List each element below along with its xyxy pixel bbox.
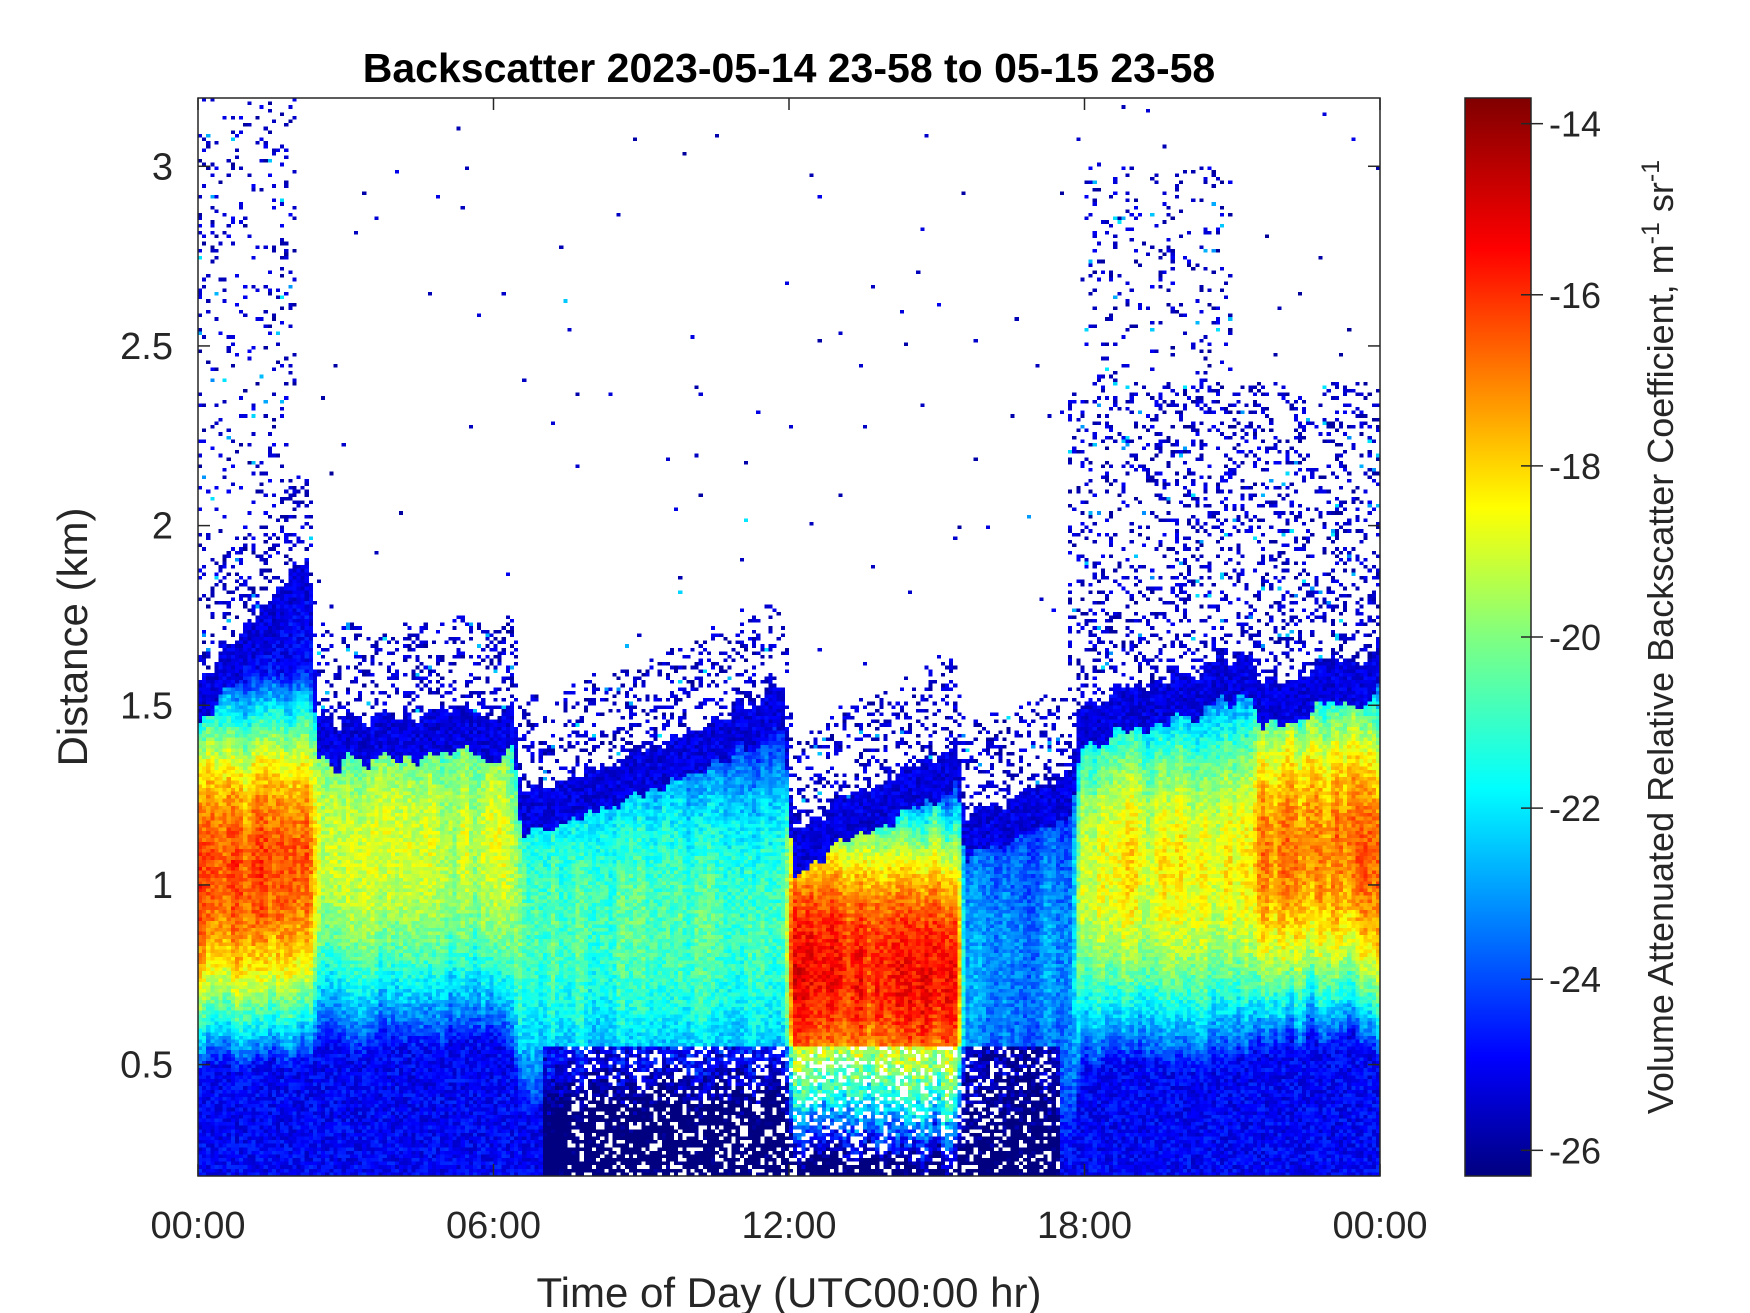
- x-tick-label: 00:00: [150, 1205, 245, 1247]
- colorbar-label-sup1: -1: [1637, 222, 1665, 244]
- x-tick-label: 12:00: [741, 1205, 836, 1247]
- y-tick-label: 0.5: [120, 1045, 173, 1087]
- x-tick-label: 18:00: [1037, 1205, 1132, 1247]
- y-axis-label: Distance (km): [49, 507, 96, 766]
- colorbar-tick-label: -16: [1549, 275, 1601, 316]
- colorbar-tick-label: -26: [1549, 1130, 1601, 1171]
- chart-title: Backscatter 2023-05-14 23-58 to 05-15 23…: [363, 45, 1215, 91]
- x-tick-label: 06:00: [446, 1205, 541, 1247]
- colorbar: [1464, 97, 1532, 1177]
- y-axis: 0.5 1 1.5 2 2.5 3: [120, 146, 1380, 1087]
- colorbar-label: Volume Attenuated Relative Backscatter C…: [1637, 160, 1681, 1114]
- x-axis: 00:00 06:00 12:00 18:00 00:00: [150, 98, 1428, 1247]
- colorbar-label-main: Volume Attenuated Relative Backscatter C…: [1640, 244, 1681, 1114]
- y-tick-label: 2.5: [120, 326, 173, 368]
- y-tick-label: 3: [152, 146, 173, 188]
- y-tick-label: 2: [152, 506, 173, 548]
- x-axis-label: Time of Day (UTC00:00 hr): [537, 1269, 1042, 1313]
- heatmap-area: [198, 98, 1380, 1176]
- colorbar-label-sup2: -1: [1637, 160, 1665, 182]
- colorbar-tick-label: -14: [1549, 104, 1601, 145]
- y-tick-label: 1: [152, 865, 173, 907]
- x-tick-label: 00:00: [1332, 1205, 1427, 1247]
- y-tick-label: 1.5: [120, 685, 173, 727]
- colorbar-label-mid: sr: [1640, 182, 1681, 222]
- colorbar-tick-label: -24: [1549, 959, 1601, 1000]
- colorbar-tick-label: -22: [1549, 788, 1601, 829]
- heatmap-image: [198, 98, 1380, 1176]
- colorbar-tick-label: -20: [1549, 617, 1601, 658]
- colorbar-axis: -14 -16 -18 -20 -22 -24 -26: [1521, 104, 1601, 1171]
- colorbar-tick-label: -18: [1549, 446, 1601, 487]
